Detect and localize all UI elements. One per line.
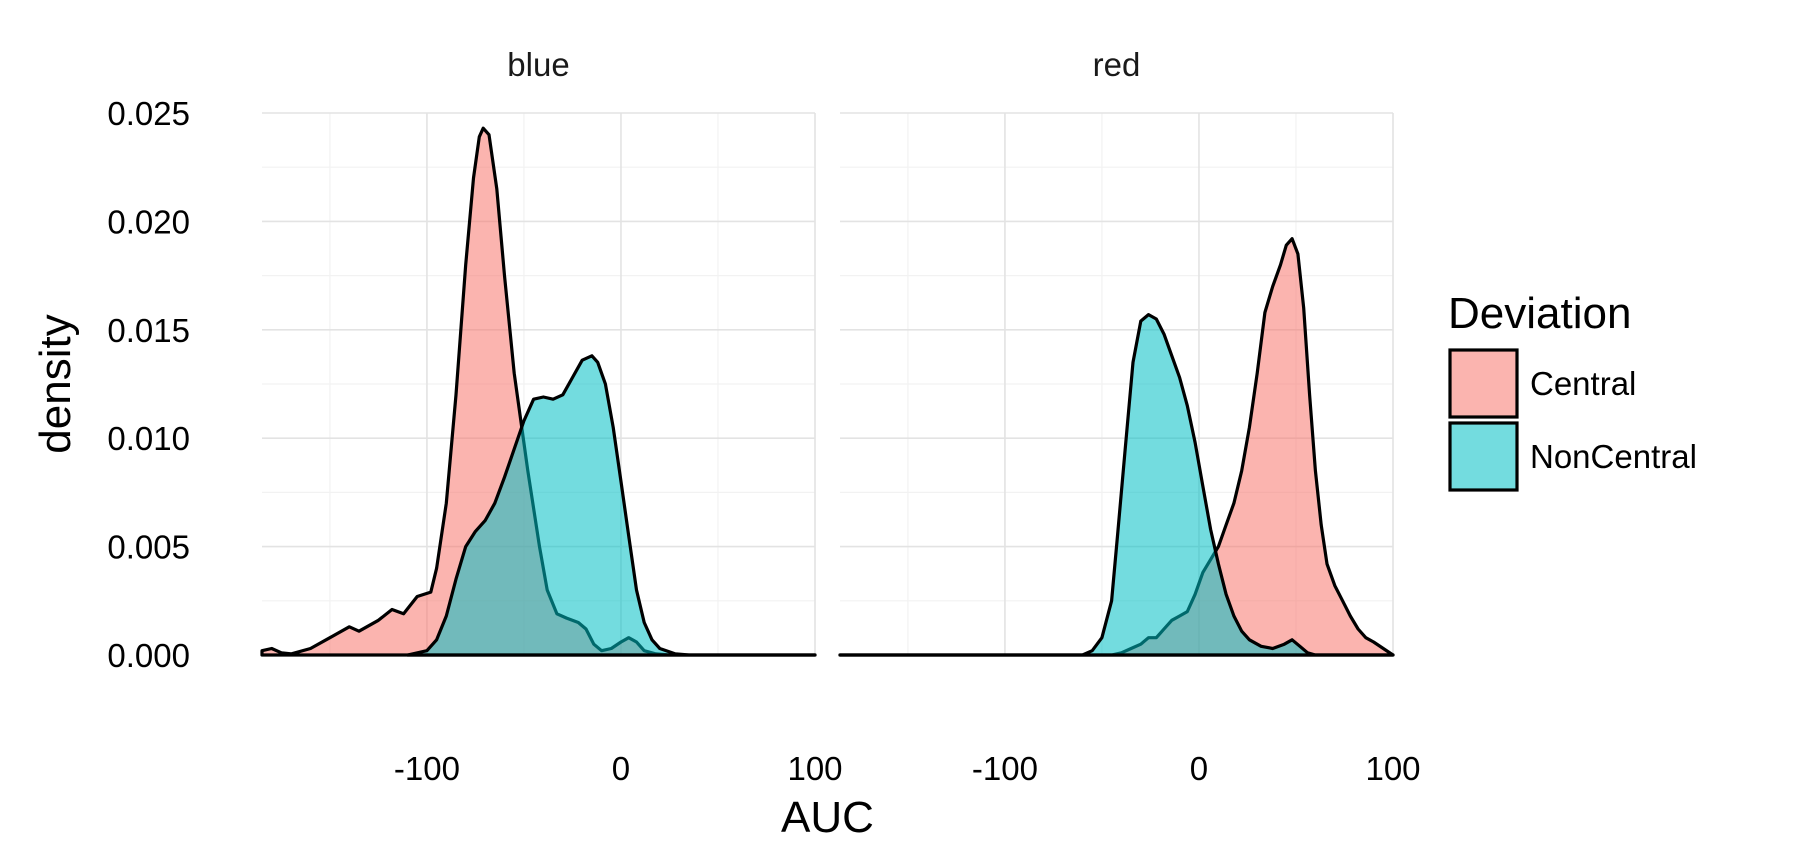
x-tick-label: 100 <box>787 750 842 787</box>
facet-panel-red: red -100 0 100 <box>838 46 1421 787</box>
facet-strip-label: blue <box>507 46 569 83</box>
y-tick-label: 0.020 <box>107 203 190 240</box>
facet-strip-label: red <box>1093 46 1141 83</box>
density-area-noncentral <box>838 313 1395 657</box>
y-tick-label: 0.005 <box>107 529 190 566</box>
x-tick-label: 0 <box>1190 750 1208 787</box>
legend-label: Central <box>1530 365 1636 402</box>
y-tick-label: 0.015 <box>107 312 190 349</box>
x-axis-title: AUC <box>781 793 874 842</box>
legend-swatch <box>1448 348 1519 419</box>
y-axis: 0.000 0.005 0.010 0.015 0.020 0.025 <box>107 95 190 674</box>
x-tick-label: 0 <box>612 750 630 787</box>
x-tick-label: -100 <box>394 750 460 787</box>
density-area-noncentral <box>405 354 817 657</box>
y-axis-title: density <box>31 314 80 453</box>
facet-panels: blue -100 0 100 red -100 0 100 <box>260 46 1421 787</box>
legend-title: Deviation <box>1448 289 1631 338</box>
x-tick-label: -100 <box>972 750 1038 787</box>
y-tick-label: 0.000 <box>107 637 190 674</box>
legend-label: NonCentral <box>1530 438 1697 475</box>
legend: Deviation Central NonCentral <box>1448 289 1697 492</box>
y-tick-label: 0.025 <box>107 95 190 132</box>
y-tick-label: 0.010 <box>107 420 190 457</box>
legend-swatch <box>1448 421 1519 492</box>
facet-panel-blue: blue -100 0 100 <box>260 46 843 787</box>
legend-key-central: Central <box>1448 348 1636 419</box>
x-tick-label: 100 <box>1365 750 1420 787</box>
legend-key-noncentral: NonCentral <box>1448 421 1697 492</box>
